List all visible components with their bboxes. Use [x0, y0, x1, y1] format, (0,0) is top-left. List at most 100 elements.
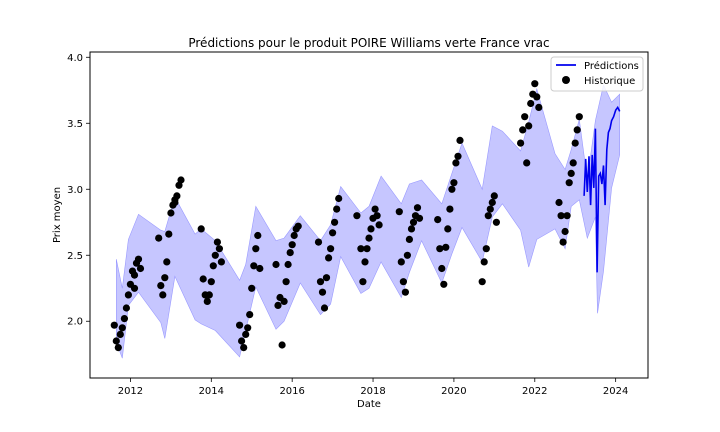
historique-point — [563, 212, 571, 220]
legend-dot-swatch — [562, 76, 570, 84]
historique-point — [565, 179, 573, 187]
x-tick-label: 2020 — [441, 386, 466, 397]
historique-point — [280, 297, 288, 305]
historique-point — [244, 324, 252, 332]
historique-point — [438, 264, 446, 273]
historique-point — [250, 262, 258, 270]
historique-point — [373, 212, 381, 220]
historique-point — [329, 229, 337, 237]
historique-point — [407, 225, 416, 233]
historique-point — [320, 304, 329, 312]
historique-point — [440, 280, 448, 288]
historique-point — [413, 204, 422, 212]
historique-point — [486, 205, 494, 213]
historique-point — [207, 278, 215, 286]
historique-point — [165, 230, 173, 238]
historique-point — [367, 225, 375, 233]
historique-point — [567, 169, 575, 177]
historique-point — [246, 311, 254, 319]
historique-point — [256, 264, 264, 273]
historique-point — [327, 245, 335, 253]
historique-point — [557, 212, 565, 220]
historique-point — [173, 192, 181, 200]
historique-point — [456, 136, 464, 144]
historique-point — [316, 278, 325, 286]
historique-point — [110, 321, 118, 329]
historique-point — [357, 245, 365, 253]
historique-point — [331, 218, 339, 226]
historique-point — [571, 139, 579, 147]
historique-point — [405, 235, 413, 243]
x-axis-title: Date — [357, 399, 381, 410]
historique-point — [434, 216, 442, 224]
historique-point — [252, 245, 260, 253]
historique-point — [118, 324, 126, 332]
historique-point — [282, 278, 290, 286]
y-tick-label: 3.5 — [67, 119, 83, 130]
prediction-interval-band — [116, 84, 620, 359]
historique-point — [488, 198, 496, 207]
chart-title: Prédictions pour le produit POIRE Willia… — [188, 36, 549, 50]
y-tick-label: 4.0 — [67, 53, 83, 64]
historique-point — [213, 238, 221, 246]
historique-point — [444, 225, 452, 233]
x-tick-label: 2014 — [199, 386, 224, 397]
x-axis: 2012 2014 2016 2018 2020 2022 2024 — [118, 378, 628, 397]
historique-point — [314, 238, 323, 246]
historique-point — [521, 113, 529, 121]
historique-point — [490, 192, 498, 200]
historique-point — [124, 291, 132, 299]
historique-point — [209, 262, 217, 270]
historique-point — [450, 179, 458, 187]
x-tick-label: 2024 — [603, 386, 628, 397]
historique-point — [353, 212, 361, 220]
y-tick-label: 3.0 — [67, 185, 83, 196]
historique-point — [535, 103, 543, 111]
historique-point — [409, 218, 418, 226]
historique-point — [161, 274, 169, 282]
historique-point — [517, 139, 525, 147]
legend: Prédictions Historique — [550, 56, 644, 92]
historique-point — [157, 282, 165, 290]
historique-point — [177, 176, 185, 184]
historique-point — [318, 288, 327, 296]
historique-point — [442, 243, 450, 251]
historique-point — [480, 258, 488, 266]
historique-point — [482, 245, 490, 253]
x-tick-label: 2022 — [522, 386, 547, 397]
historique-point — [361, 258, 369, 266]
historique-point — [527, 99, 535, 108]
historique-point — [363, 245, 371, 253]
y-tick-label: 2.5 — [67, 251, 83, 262]
historique-point — [197, 225, 205, 233]
historique-point — [240, 344, 248, 352]
x-tick-label: 2018 — [360, 386, 385, 397]
historique-point — [322, 274, 331, 282]
historique-point — [484, 212, 492, 220]
historique-point — [375, 221, 383, 229]
y-axis: 2.0 2.5 3.0 3.5 4.0 — [67, 53, 90, 328]
historique-point — [403, 251, 411, 259]
historique-point — [359, 278, 367, 286]
historique-point — [171, 198, 179, 207]
historique-point — [155, 234, 163, 242]
historique-point — [555, 198, 563, 207]
plot-area — [110, 80, 621, 359]
historique-point — [325, 254, 333, 262]
historique-point — [333, 205, 341, 213]
historique-point — [254, 231, 262, 240]
x-tick-label: 2016 — [279, 386, 304, 397]
historique-point — [533, 93, 541, 101]
historique-point — [523, 159, 531, 167]
historique-point — [130, 284, 139, 292]
historique-point — [569, 159, 577, 167]
historique-point — [371, 205, 379, 213]
historique-point — [274, 301, 282, 309]
historique-point — [205, 291, 213, 299]
historique-point — [395, 208, 403, 216]
historique-point — [159, 291, 167, 299]
historique-point — [211, 251, 219, 259]
x-tick-label: 2012 — [118, 386, 143, 397]
historique-point — [492, 218, 500, 226]
